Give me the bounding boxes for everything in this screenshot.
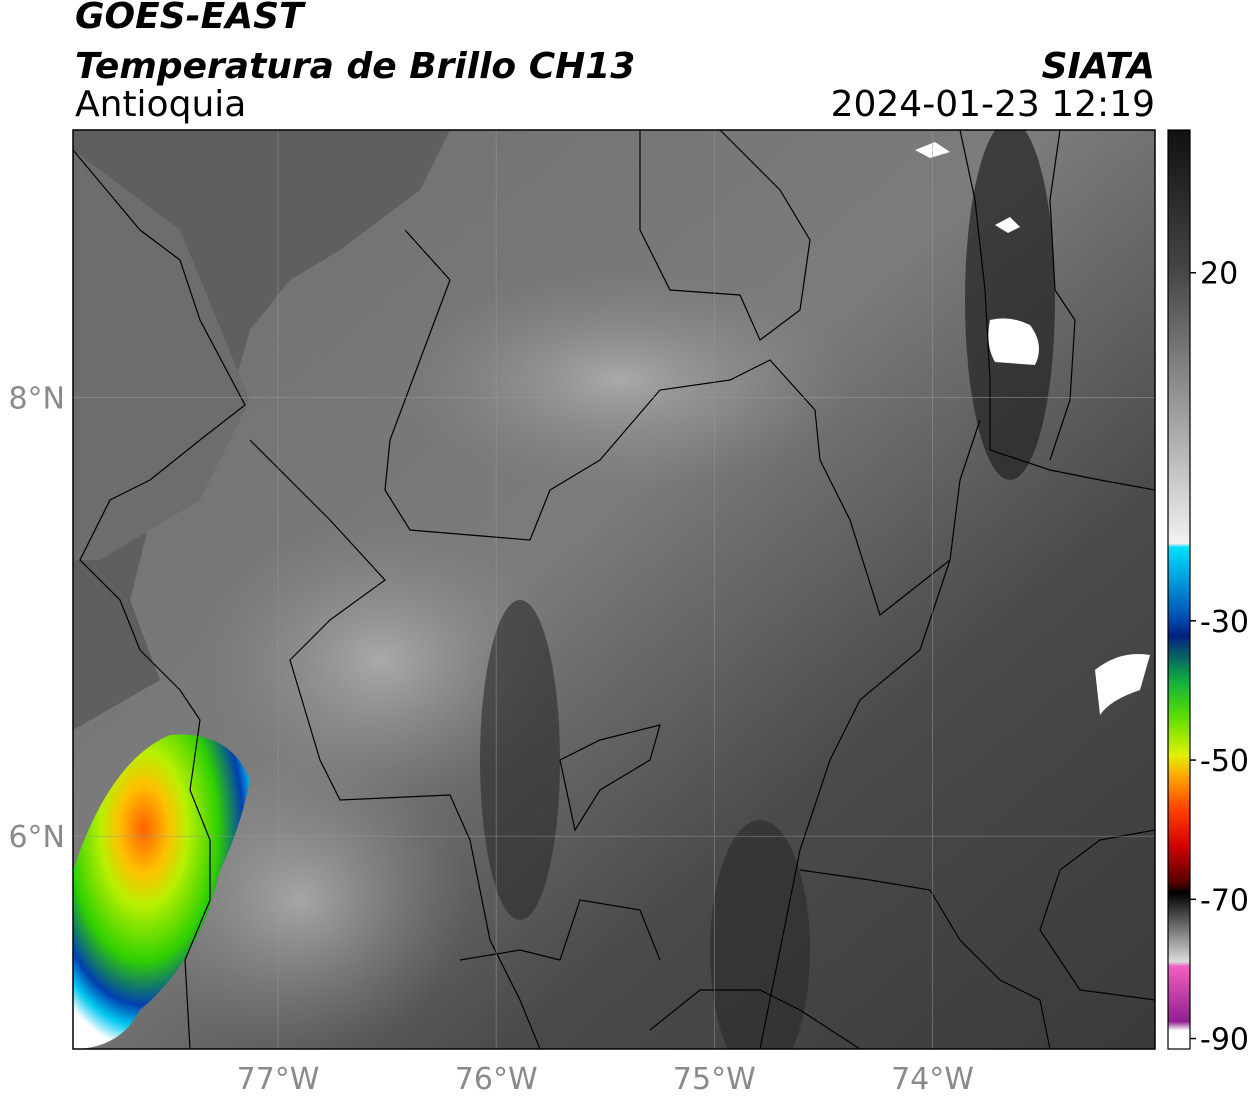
colorbar (1167, 129, 1191, 1050)
colorbar-tick-label: -70 (1200, 883, 1249, 918)
satellite-image (73, 130, 1155, 1049)
source: SIATA (1042, 46, 1155, 87)
lon-label: 75°W (673, 1062, 756, 1097)
colorbar-tick-label: -50 (1200, 744, 1249, 779)
map-frame (72, 129, 1156, 1050)
region: Antioquia (75, 84, 246, 125)
timestamp: 2024-01-23 12:19 (831, 84, 1155, 125)
colorbar-tick-label: -30 (1200, 605, 1249, 640)
lat-label: 6°N (8, 820, 65, 855)
title: GOES-EAST (75, 0, 306, 37)
colorbar-tick-label: 20 (1200, 257, 1238, 292)
lon-label: 76°W (455, 1062, 538, 1097)
subtitle: Temperatura de Brillo CH13 (75, 46, 635, 87)
lon-label: 77°W (237, 1062, 320, 1097)
lon-label: 74°W (891, 1062, 974, 1097)
colorbar-tick-label: -90 (1200, 1023, 1249, 1058)
graticule (73, 130, 1155, 1049)
lat-label: 8°N (8, 382, 65, 417)
